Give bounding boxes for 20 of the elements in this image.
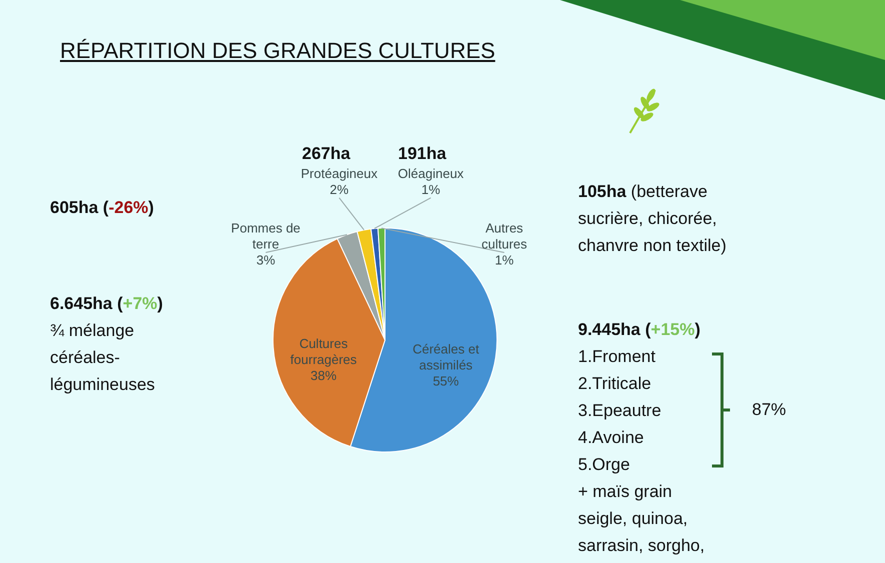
data-label: 55%	[432, 374, 460, 389]
text: 191ha	[398, 144, 446, 163]
data-label: 1%	[421, 182, 441, 197]
text: 605ha (-26%)	[50, 198, 154, 217]
data-label: 3%	[256, 252, 276, 268]
slice-label: Pommes de terre	[231, 220, 300, 252]
data-label: 38%	[310, 368, 337, 383]
data-label: 1%	[494, 252, 514, 268]
text: 9.445ha (+15%) 1.Froment 2.Triticale 3.Epeautre 4.Avoine 5.Orge + maïs grain seigle, quinoa, sarrasin, sorgho,	[578, 320, 705, 555]
chart-title: RÉPARTITION DES GRANDES CULTURES	[60, 38, 496, 64]
text: 105ha (betterave sucrière, chicorée, chanvre non textile)	[578, 181, 726, 257]
text: 6.645ha (+7%) ¾ mélange céréales- légumineuses	[50, 294, 163, 394]
slice-label: Protéagineux	[300, 166, 378, 181]
slice-label: Oléagineux	[398, 166, 464, 181]
slice-label: Autres cultures	[482, 220, 528, 252]
text: 267ha	[302, 144, 350, 163]
slice-label: Céréales et assimilés	[412, 342, 480, 373]
slice-label: Cultures fourragères	[290, 336, 358, 367]
data-label: 2%	[330, 182, 350, 197]
text: 87%	[752, 399, 786, 421]
